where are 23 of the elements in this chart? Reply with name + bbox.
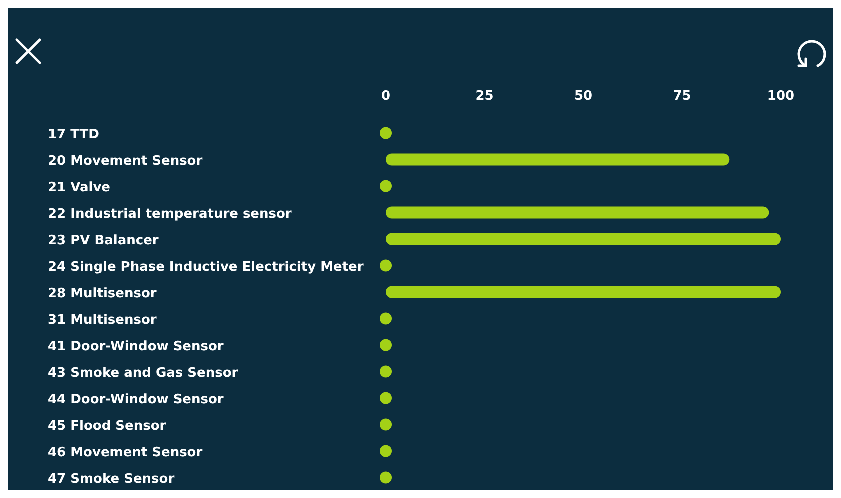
y-tick-label: 41 Door-Window Sensor <box>48 339 224 354</box>
y-tick-label: 44 Door-Window Sensor <box>48 392 224 408</box>
x-tick-label: 50 <box>574 89 593 104</box>
y-tick-label: 45 Flood Sensor <box>48 418 167 434</box>
x-tick-label: 100 <box>767 89 795 104</box>
y-tick-label: 22 Industrial temperature sensor <box>48 206 292 222</box>
bar <box>386 154 730 166</box>
bar <box>386 206 770 219</box>
y-tick-label: 43 Smoke and Gas Sensor <box>48 366 239 381</box>
x-tick-label: 25 <box>476 89 494 104</box>
y-tick-label: 28 Multisensor <box>48 286 158 302</box>
x-tick-label: 0 <box>381 89 391 104</box>
y-tick-label: 21 Valve <box>48 180 111 196</box>
x-tick-label: 75 <box>673 89 692 104</box>
y-tick-label: 46 Movement Sensor <box>48 445 204 460</box>
y-tick-label: 23 PV Balancer <box>48 233 160 248</box>
y-tick-label: 17 TTD <box>48 127 100 142</box>
y-tick-label: 20 Movement Sensor <box>48 154 204 169</box>
y-tick-label: 24 Single Phase Inductive Electricity Meter <box>48 260 364 275</box>
y-tick-label: 47 Smoke Sensor <box>48 472 176 487</box>
bar <box>386 233 781 246</box>
bar <box>386 286 781 298</box>
y-tick-label: 31 Multisensor <box>48 312 158 328</box>
